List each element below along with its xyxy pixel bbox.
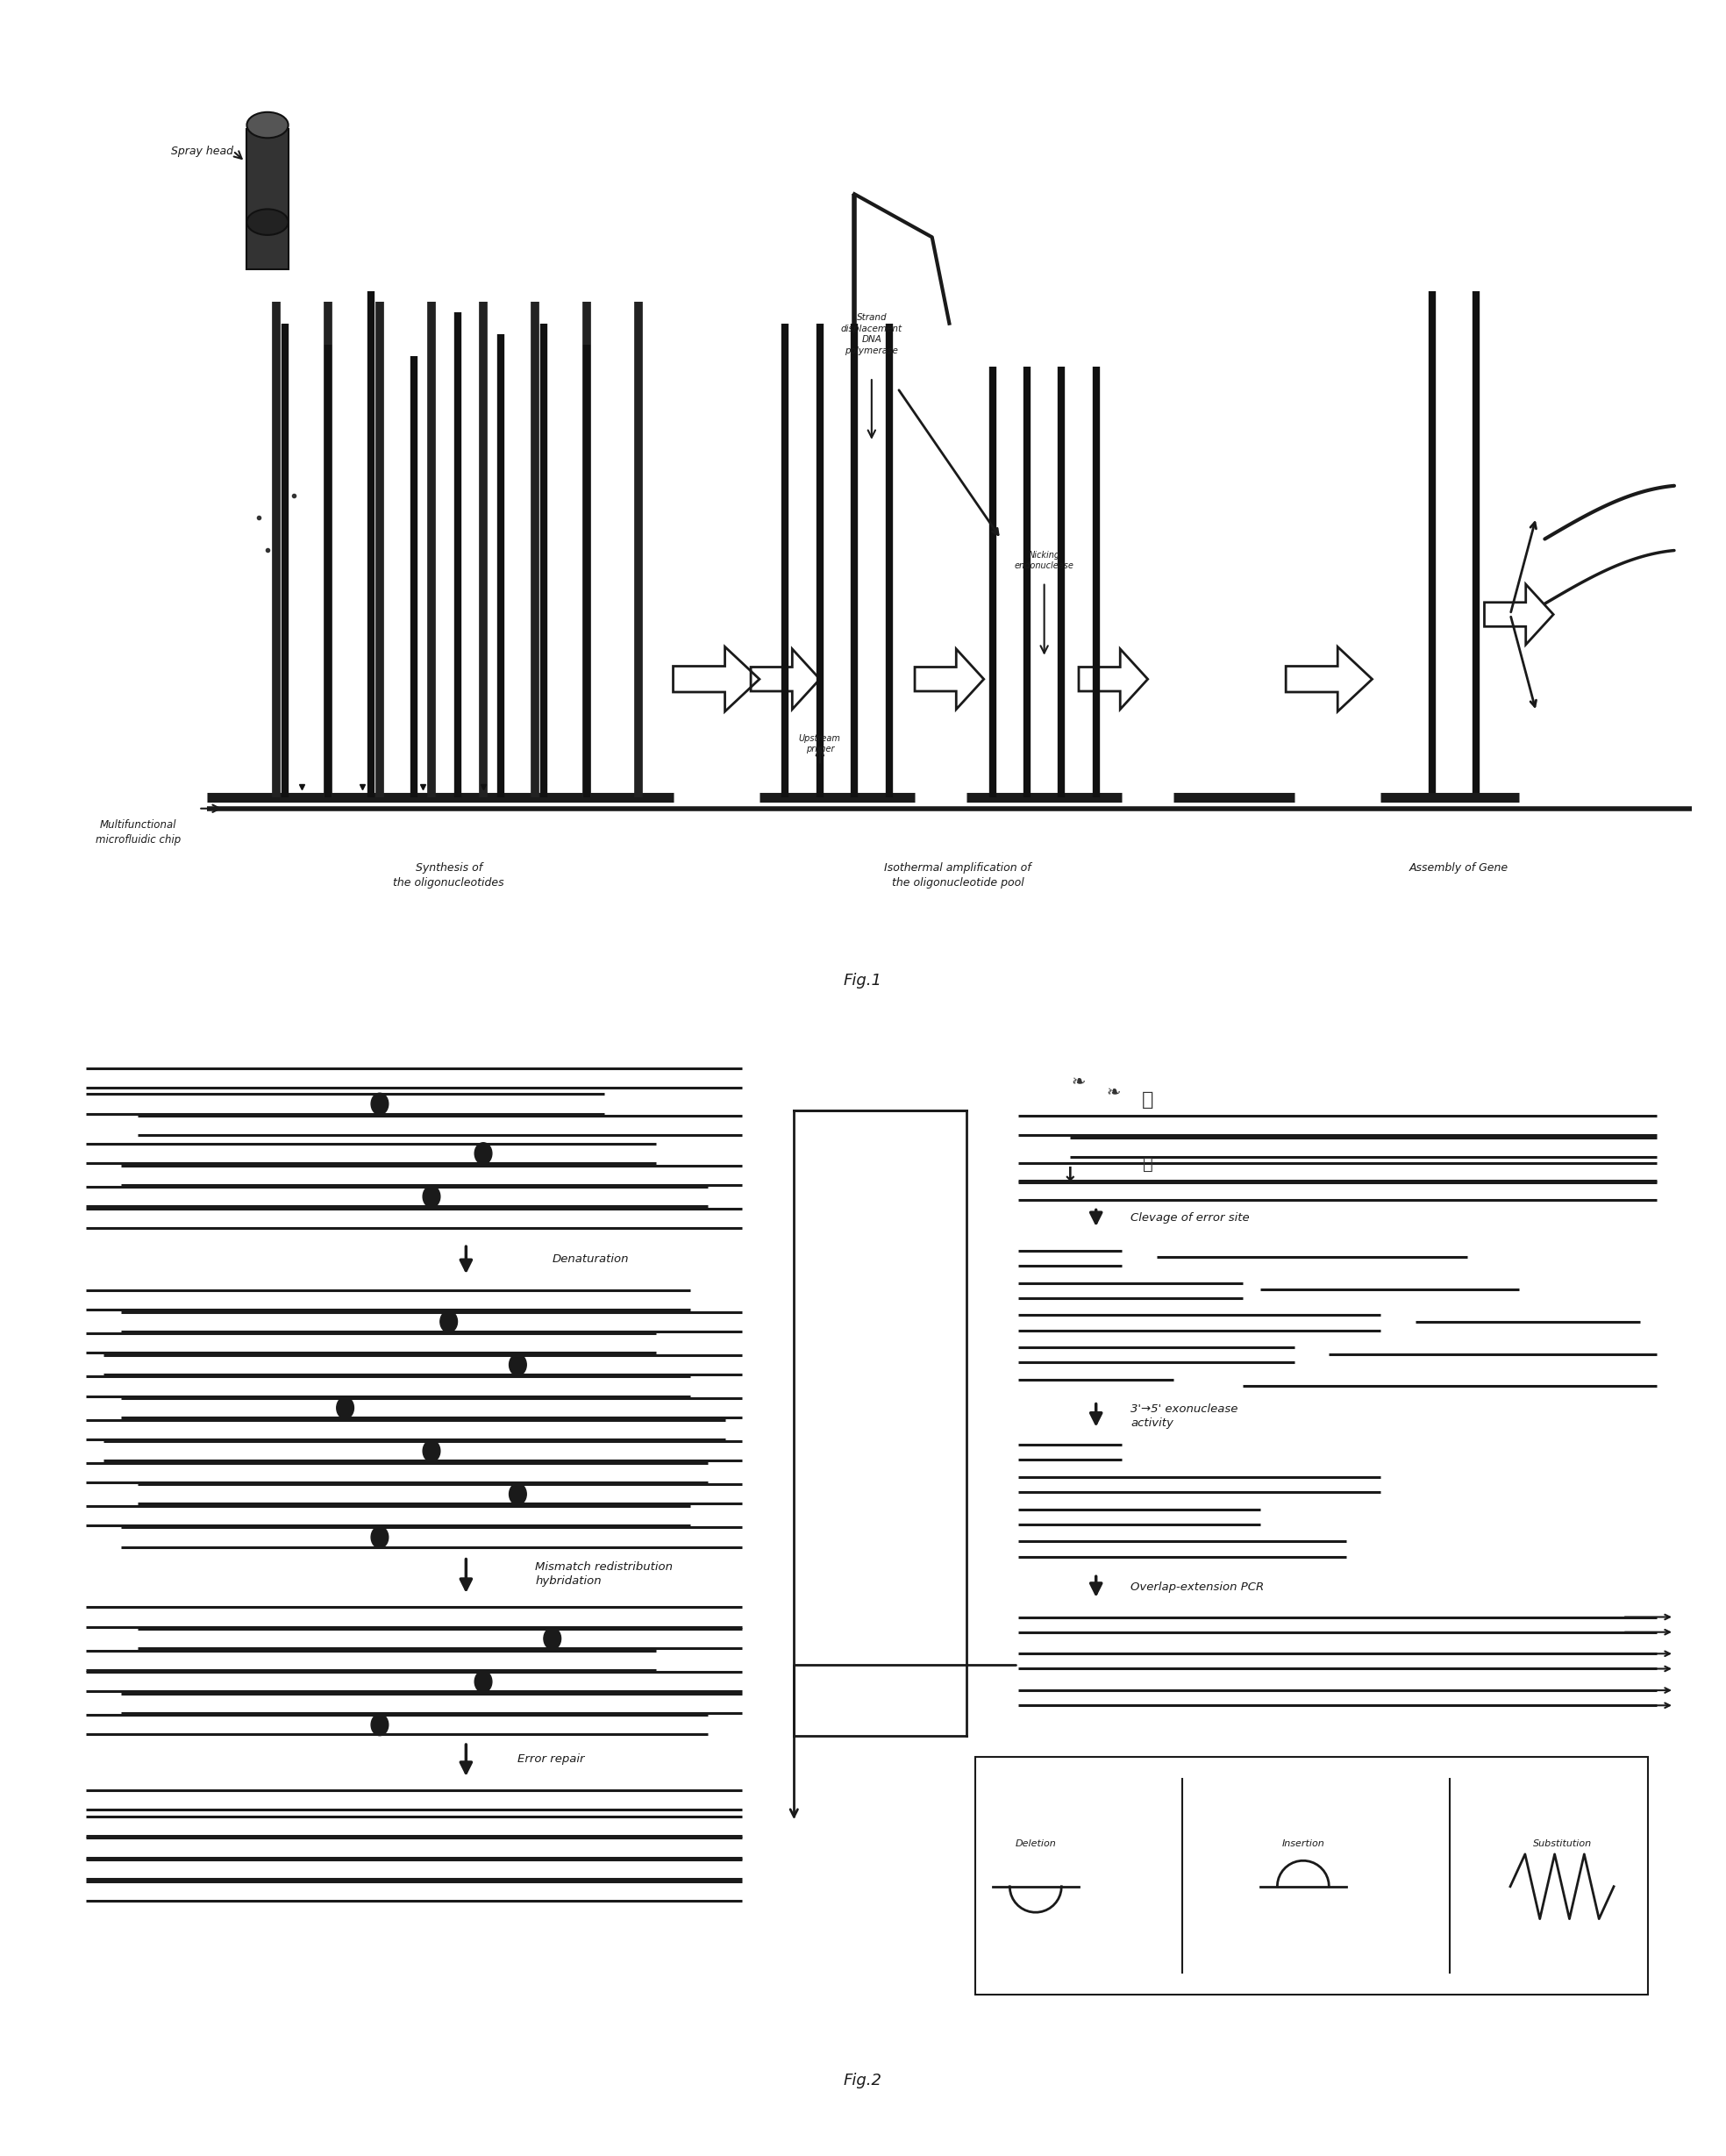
Circle shape: [371, 1526, 388, 1548]
Text: Substitution: Substitution: [1533, 1839, 1591, 1848]
FancyBboxPatch shape: [975, 1757, 1648, 1994]
Text: Error repair: Error repair: [518, 1753, 585, 1766]
Text: Mismatch redistribution
hybridation: Mismatch redistribution hybridation: [535, 1561, 673, 1587]
Text: Multifunctional
microfluidic chip: Multifunctional microfluidic chip: [95, 819, 181, 845]
Circle shape: [544, 1628, 561, 1649]
Text: Nicking
endonuclease: Nicking endonuclease: [1015, 550, 1074, 571]
Ellipse shape: [247, 209, 288, 235]
Text: Assembly of Gene: Assembly of Gene: [1408, 862, 1509, 873]
Text: Synthesis of
the oligonucleotides: Synthesis of the oligonucleotides: [394, 862, 504, 888]
Text: Overlap-extension PCR: Overlap-extension PCR: [1131, 1580, 1263, 1593]
Ellipse shape: [247, 112, 288, 138]
Text: Strand
displacement
DNA
polymerase: Strand displacement DNA polymerase: [841, 313, 903, 356]
Text: Spray head: Spray head: [171, 144, 233, 157]
Text: ❧: ❧: [1072, 1074, 1086, 1091]
Circle shape: [423, 1440, 440, 1462]
Text: Isothermal amplification of
the oligonucleotide pool: Isothermal amplification of the oligonuc…: [884, 862, 1032, 888]
Circle shape: [475, 1143, 492, 1164]
Text: ❧: ❧: [1106, 1084, 1120, 1102]
Circle shape: [440, 1311, 457, 1332]
Text: Denaturation: Denaturation: [552, 1253, 628, 1266]
Text: Fig.2: Fig.2: [844, 2072, 882, 2089]
Circle shape: [371, 1714, 388, 1736]
Text: Insertion: Insertion: [1282, 1839, 1324, 1848]
Circle shape: [337, 1397, 354, 1419]
Circle shape: [509, 1483, 526, 1505]
Text: 𝜌: 𝜌: [1143, 1156, 1153, 1173]
Text: Upstream
primer: Upstream primer: [799, 733, 841, 755]
Text: Deletion: Deletion: [1015, 1839, 1056, 1848]
Text: 𝜌: 𝜌: [1143, 1091, 1153, 1108]
Circle shape: [371, 1093, 388, 1115]
Text: ↓: ↓: [1061, 1166, 1079, 1184]
Circle shape: [475, 1671, 492, 1692]
Circle shape: [423, 1186, 440, 1207]
Text: Clevage of error site: Clevage of error site: [1131, 1212, 1250, 1225]
Text: Fig.1: Fig.1: [844, 972, 882, 990]
Circle shape: [509, 1354, 526, 1376]
Bar: [247, 129, 288, 270]
Text: 3'→5' exonuclease
activity: 3'→5' exonuclease activity: [1131, 1404, 1238, 1429]
